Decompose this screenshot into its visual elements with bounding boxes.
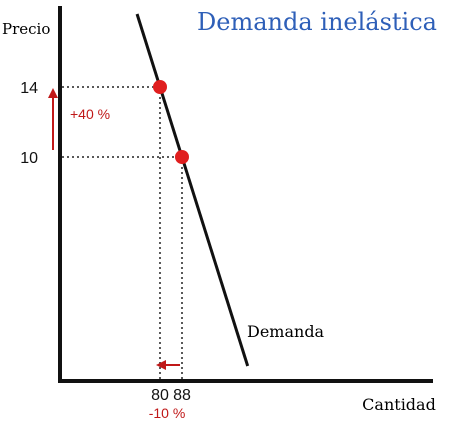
change-arrows <box>48 88 180 370</box>
x-tick-label: 88 <box>173 387 191 404</box>
tick-labels: 14 10 80 88 <box>20 80 191 404</box>
chart-title: Demanda inelástica <box>197 8 437 36</box>
demand-curve-label: Demanda <box>247 322 325 341</box>
data-point <box>175 150 189 164</box>
quantity-change-arrowhead <box>156 360 166 370</box>
demand-curve <box>135 13 250 367</box>
y-tick-label: 14 <box>20 80 38 97</box>
x-tick-label: 80 <box>151 387 169 404</box>
price-change-arrowhead <box>48 88 58 98</box>
quantity-change-annotation: -10 % <box>149 405 186 421</box>
y-axis-label: Precio <box>2 20 50 38</box>
x-axis-label: Cantidad <box>362 395 436 414</box>
data-point <box>153 80 167 94</box>
price-change-annotation: +40 % <box>70 106 110 122</box>
data-points <box>153 80 189 164</box>
y-tick-label: 10 <box>20 150 38 167</box>
guide-lines <box>62 86 183 379</box>
